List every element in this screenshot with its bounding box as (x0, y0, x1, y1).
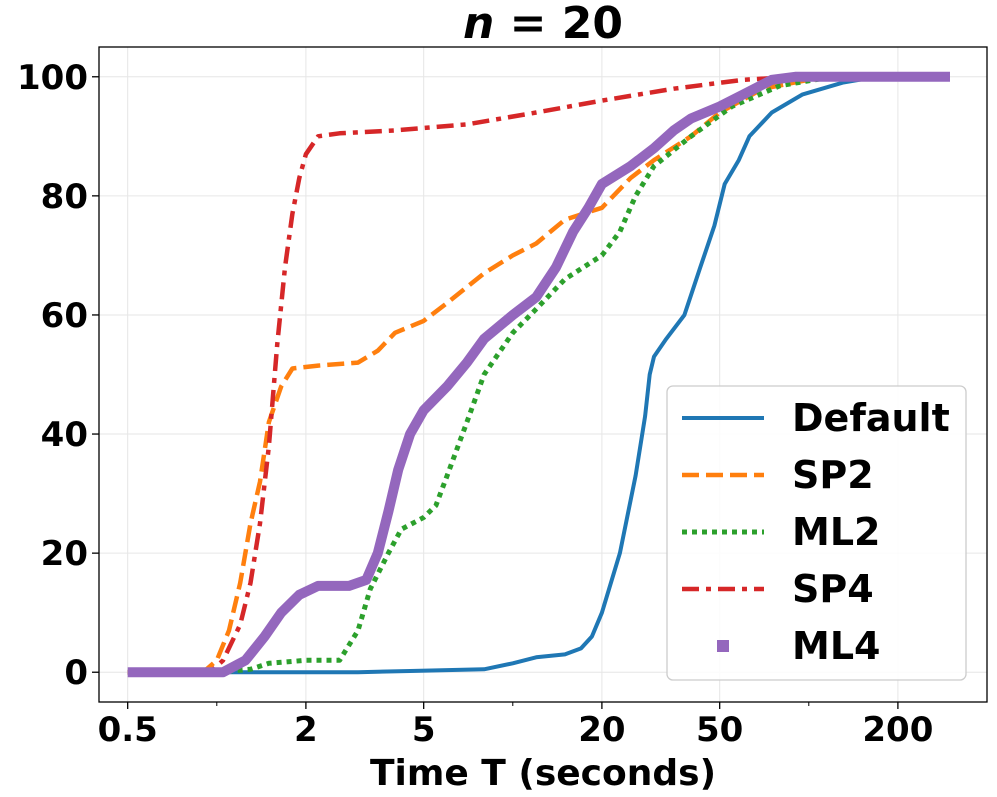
series-line-sp2 (127, 74, 950, 675)
x-tick-label: 20 (578, 710, 625, 750)
x-tick-label: 0.5 (98, 710, 158, 750)
legend-label-default: Default (792, 396, 950, 440)
legend-box (666, 385, 967, 681)
x-tick-label: 5 (412, 710, 436, 750)
y-tick-label: 20 (41, 534, 88, 574)
x-tick-label: 200 (862, 710, 933, 750)
legend-marker-ml4 (717, 640, 729, 652)
series-line-sp4 (127, 74, 950, 675)
chart-title: n = 20 (463, 0, 623, 49)
chart-title-rest: = 20 (494, 0, 623, 49)
x-axis-ticks: 0.5 2 5 20 50 200 (98, 702, 933, 750)
x-tick-label: 2 (294, 710, 318, 750)
series-lines (127, 71, 950, 678)
legend: Default SP2 ML2 SP4 ML4 (666, 385, 967, 681)
legend-label-ml2: ML2 (792, 510, 880, 554)
legend-label-sp4: SP4 (792, 567, 874, 611)
y-tick-label: 80 (41, 177, 88, 217)
chart-title-var: n (463, 0, 494, 49)
legend-label-ml4: ML4 (792, 624, 880, 668)
series-line-default (127, 74, 950, 675)
y-axis-ticks: 0 20 40 60 80 100 (17, 58, 99, 693)
x-axis-label: Time T (seconds) (370, 753, 716, 794)
plot-frame (98, 46, 988, 703)
y-tick-label: 100 (17, 58, 88, 98)
series-line-ml2 (127, 74, 950, 675)
y-tick-label: 60 (41, 296, 88, 336)
legend-label-sp2: SP2 (792, 453, 874, 497)
series-line-ml4 (127, 71, 950, 678)
x-tick-label: 50 (696, 710, 743, 750)
y-tick-label: 40 (41, 415, 88, 455)
y-tick-label: 0 (64, 653, 88, 693)
